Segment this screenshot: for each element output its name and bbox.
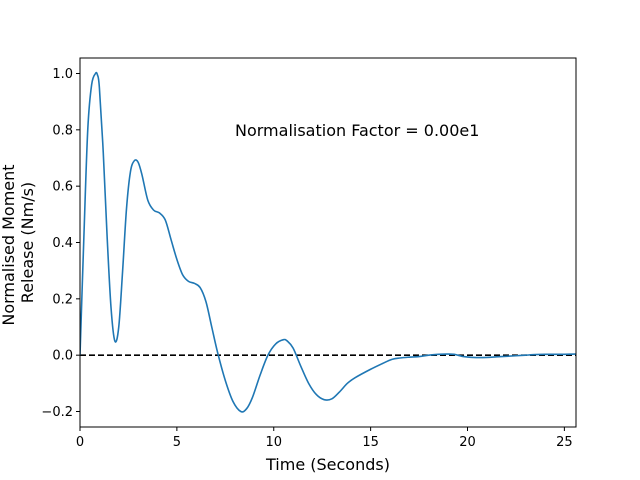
x-tick-label: 10: [265, 435, 282, 450]
y-axis-label-line-2: Release (Nm/s): [18, 182, 37, 303]
y-axis-label-line-1: Normalised Moment: [0, 164, 18, 325]
normalisation-annotation: Normalisation Factor = 0.00e1: [235, 121, 479, 140]
y-tick-label: 0.6: [52, 180, 73, 195]
x-axis-ticks: 0 5 10 15 20 25: [76, 427, 573, 450]
y-tick-label: 0.4: [52, 236, 73, 251]
y-axis-ticks: −0.2 0.0 0.2 0.4 0.6 0.8 1.0: [41, 67, 80, 420]
y-tick-label: −0.2: [41, 405, 73, 420]
x-tick-label: 5: [173, 435, 181, 450]
y-tick-label: 0.0: [52, 349, 73, 364]
y-tick-label: 1.0: [52, 67, 73, 82]
x-tick-label: 20: [459, 435, 476, 450]
y-tick-label: 0.2: [52, 292, 73, 307]
x-tick-label: 25: [556, 435, 573, 450]
series-group: [80, 71, 576, 413]
x-axis-label: Time (Seconds): [265, 455, 390, 474]
x-tick-label: 0: [76, 435, 84, 450]
y-tick-label: 0.8: [52, 123, 73, 138]
x-tick-label: 15: [362, 435, 379, 450]
series-line-0: [80, 71, 576, 413]
y-axis-label: Normalised Moment Release (Nm/s): [0, 159, 37, 325]
